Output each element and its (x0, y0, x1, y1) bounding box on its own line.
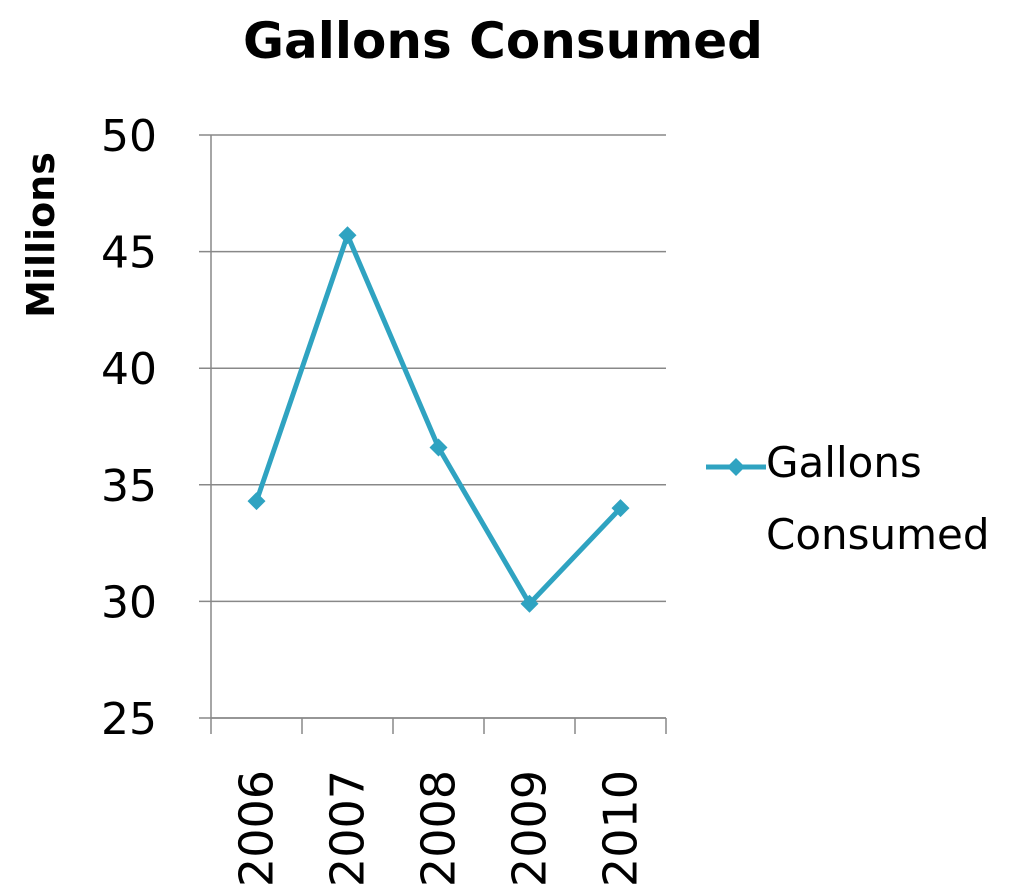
x-tick-label: 2006 (230, 770, 284, 887)
legend-marker (727, 458, 745, 476)
x-tick-label: 2010 (594, 770, 648, 887)
x-tick-label: 2008 (412, 770, 466, 887)
y-tick-label: 25 (101, 694, 157, 745)
marker (338, 226, 357, 245)
legend-label: Gallons Consumed (766, 438, 990, 559)
x-tick-label: 2009 (503, 770, 557, 887)
marker (247, 492, 266, 511)
line (254, 232, 623, 607)
y-tick-label: 45 (101, 228, 157, 279)
y-tick-label: 30 (101, 577, 157, 628)
legend-entry: Gallons Consumed (766, 438, 990, 559)
y-tick-label: 35 (101, 461, 157, 512)
marker (520, 594, 539, 613)
y-tick-label: 50 (101, 111, 157, 162)
chart-title: Gallons Consumed (243, 12, 763, 70)
y-tick-label: 40 (101, 344, 157, 395)
marker (611, 499, 630, 518)
x-tick-label: 2007 (321, 770, 375, 887)
y-axis-label: Millions (19, 152, 63, 318)
marker (429, 438, 448, 457)
